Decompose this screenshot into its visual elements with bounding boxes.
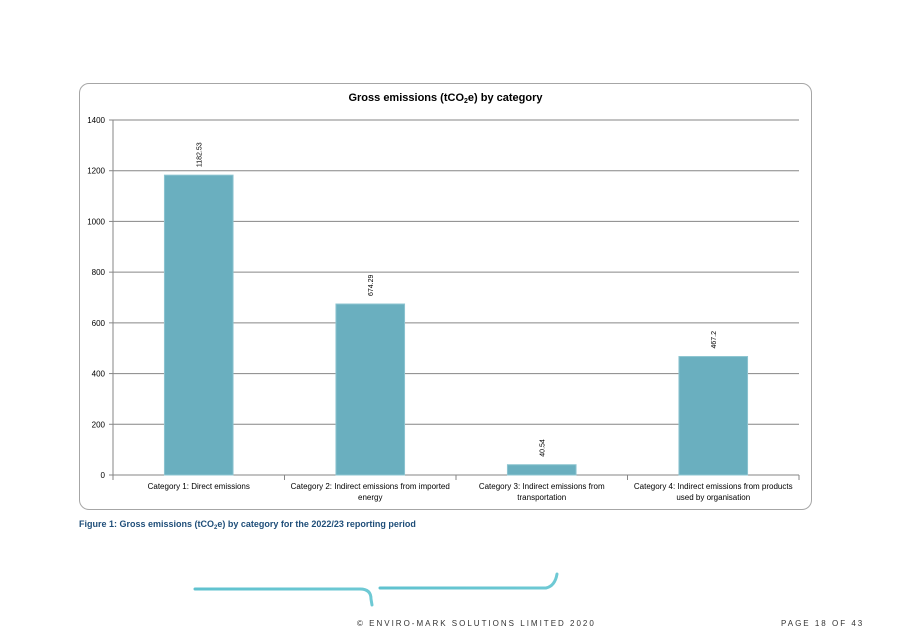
x-tick-label: transportation: [517, 493, 566, 502]
y-tick-label: 1400: [87, 116, 105, 125]
y-tick-label: 400: [92, 370, 106, 379]
y-tick-label: 0: [101, 471, 106, 480]
x-tick-label: energy: [358, 493, 382, 502]
footer-page-number: PAGE 18 OF 43: [781, 619, 865, 628]
footer-wave-left: [193, 587, 374, 607]
footer-copyright: © ENVIRO-MARK SOLUTIONS LIMITED 2020: [357, 619, 596, 628]
y-tick-label: 1000: [87, 217, 105, 226]
footer-wave-decoration: [193, 572, 744, 607]
x-tick-label: Category 4: Indirect emissions from prod…: [634, 482, 793, 491]
data-label: 467.2: [711, 331, 718, 349]
data-label: 674.29: [368, 275, 375, 297]
footer-wave-middle: [378, 572, 559, 590]
bar: [335, 303, 406, 476]
figure-caption: Figure 1: Gross emissions (tCO2e) by cat…: [79, 519, 416, 531]
bar: [506, 464, 577, 476]
y-tick-label: 1200: [87, 167, 105, 176]
bar: [678, 356, 749, 476]
chart-title: Gross emissions (tCO2e) by category: [348, 92, 543, 105]
y-tick-label: 200: [92, 420, 106, 429]
x-tick-label: used by organisation: [676, 493, 750, 502]
data-label: 1182.53: [197, 142, 204, 167]
bar: [163, 174, 234, 476]
y-tick-label: 800: [92, 268, 106, 277]
x-tick-label: Category 3: Indirect emissions from: [479, 482, 605, 491]
data-label: 40.54: [540, 439, 547, 457]
x-tick-label: Category 1: Direct emissions: [148, 482, 250, 491]
y-tick-label: 600: [92, 319, 106, 328]
x-tick-label: Category 2: Indirect emissions from impo…: [291, 482, 450, 491]
